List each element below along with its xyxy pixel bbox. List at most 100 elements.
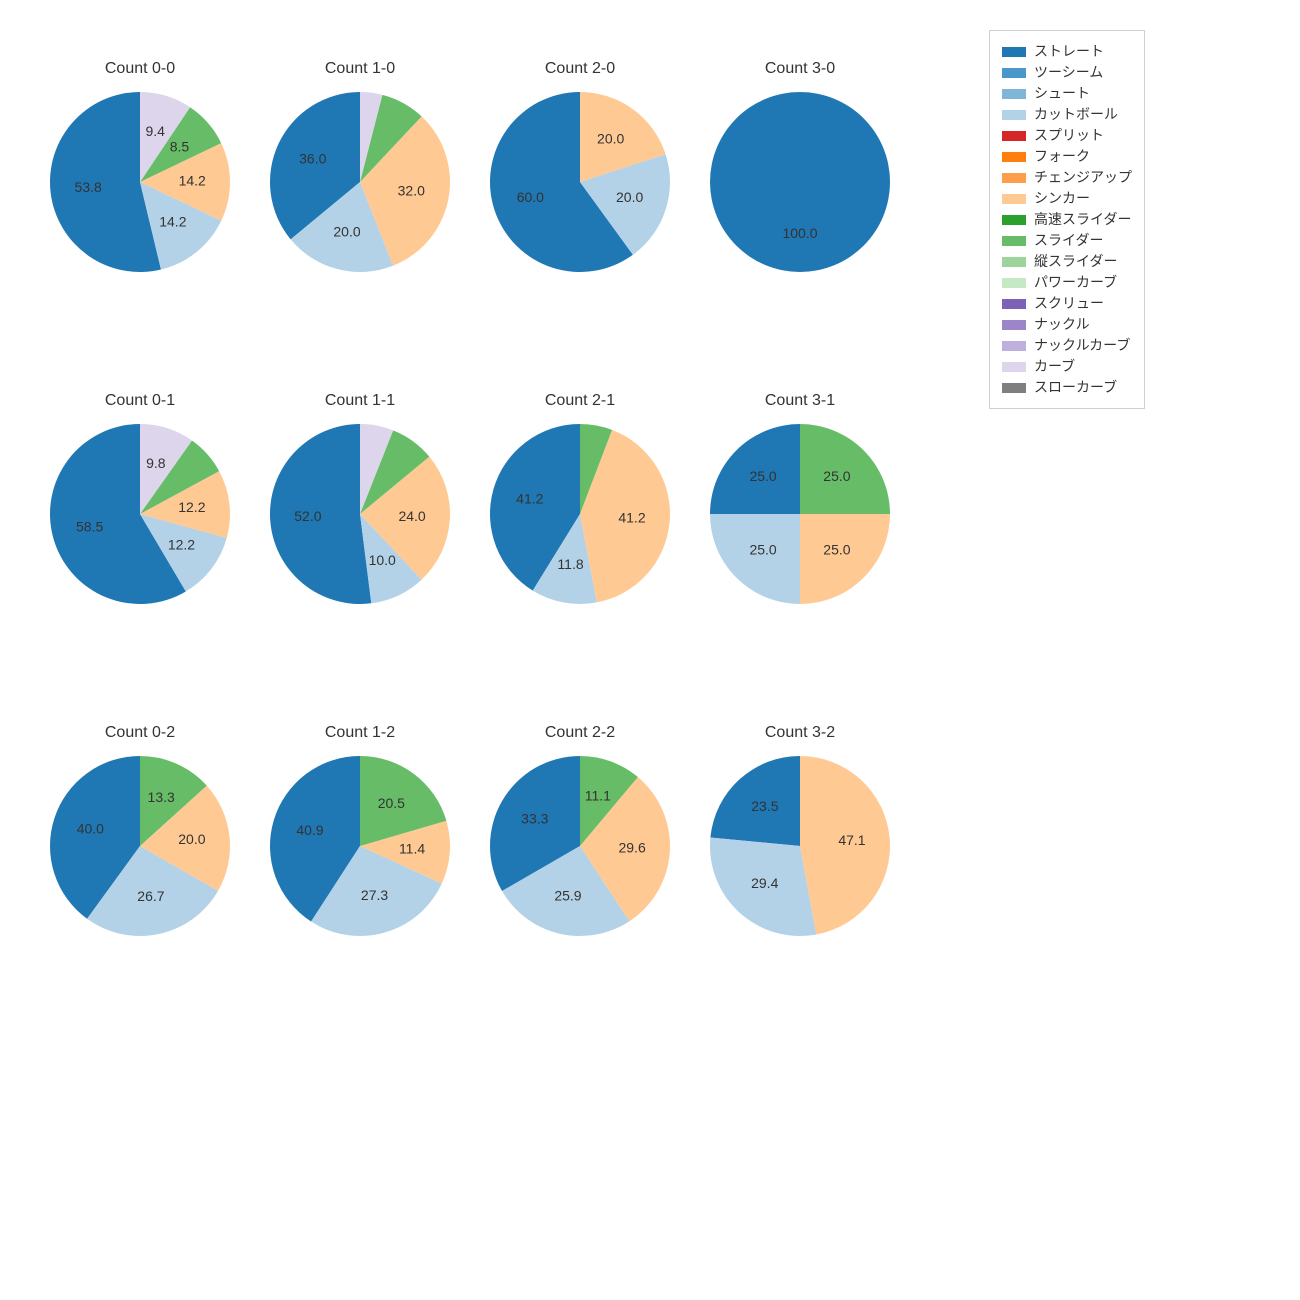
- legend-label: シュート: [1034, 83, 1090, 104]
- slice-label: 26.7: [137, 888, 164, 904]
- chart-title: Count 2-1: [545, 392, 615, 410]
- legend-swatch: [1002, 299, 1026, 309]
- pie-cell: Count 1-240.927.311.420.5: [260, 724, 460, 936]
- slice-label: 23.5: [751, 798, 778, 814]
- slice-label: 25.0: [823, 468, 850, 484]
- slice-label: 11.1: [585, 788, 611, 804]
- legend-swatch: [1002, 68, 1026, 78]
- chart-title: Count 1-1: [325, 392, 395, 410]
- pie-chart: 40.0 26.7 20.0 13.3: [50, 756, 230, 936]
- legend-item: カーブ: [1002, 356, 1132, 377]
- slice-label: 20.0: [616, 189, 643, 205]
- legend-label: シンカー: [1034, 188, 1090, 209]
- legend-label: カーブ: [1034, 356, 1075, 377]
- slice-label: 8.5: [170, 139, 190, 155]
- slice-label: 100.0: [782, 225, 817, 241]
- legend: ストレートツーシームシュートカットボールスプリットフォークチェンジアップシンカー…: [989, 30, 1145, 409]
- slice-label: 33.3: [521, 811, 548, 827]
- slice-label: 10.0: [369, 552, 396, 568]
- legend-label: 縦スライダー: [1034, 251, 1117, 272]
- slice-label: 20.0: [178, 831, 205, 847]
- legend-item: スローカーブ: [1002, 377, 1132, 398]
- slice-label: 20.5: [378, 795, 405, 811]
- slice-label: 12.2: [168, 536, 195, 552]
- pie-cell: Count 1-036.020.032.0: [260, 60, 460, 272]
- legend-swatch: [1002, 110, 1026, 120]
- legend-label: スライダー: [1034, 230, 1103, 251]
- legend-label: ツーシーム: [1034, 62, 1103, 83]
- legend-item: シンカー: [1002, 188, 1132, 209]
- slice-label: 12.2: [178, 499, 205, 515]
- legend-label: ナックル: [1034, 314, 1090, 335]
- pie-chart: 25.025.025.025.0: [710, 424, 890, 604]
- legend-swatch: [1002, 89, 1026, 99]
- pie-grid: Count 0-053.814.214.28.59.4Count 1-036.0…: [40, 60, 900, 936]
- pie-cell: Count 1-152.010.024.0: [260, 392, 460, 604]
- chart-title: Count 0-0: [105, 60, 175, 78]
- legend-swatch: [1002, 383, 1026, 393]
- chart-title: Count 0-2: [105, 724, 175, 742]
- pie-cell: Count 2-233.325.929.611.1: [480, 724, 680, 936]
- legend-item: パワーカーブ: [1002, 272, 1132, 293]
- pie-cell: Count 3-1 25.025.025.025.0: [700, 392, 900, 604]
- legend-swatch: [1002, 341, 1026, 351]
- slice-label: 40.0: [77, 821, 104, 837]
- legend-swatch: [1002, 362, 1026, 372]
- legend-swatch: [1002, 47, 1026, 57]
- legend-item: ナックル: [1002, 314, 1132, 335]
- legend-label: カットボール: [1034, 104, 1118, 125]
- legend-swatch: [1002, 152, 1026, 162]
- slice-label: 25.9: [554, 887, 581, 903]
- pie-cell: Count 3-223.529.447.1: [700, 724, 900, 936]
- pie-chart: 33.3 25.9 29.6 11.1: [490, 756, 670, 936]
- legend-item: カットボール: [1002, 104, 1132, 125]
- pie-chart: 58.5 12.2 12.2 9.8: [50, 424, 230, 604]
- legend-swatch: [1002, 194, 1026, 204]
- slice-label: 41.2: [516, 490, 543, 506]
- legend-swatch: [1002, 215, 1026, 225]
- pie-cell: Count 0-1 58.5 12.2 12.2 9.8: [40, 392, 240, 604]
- legend-item: フォーク: [1002, 146, 1132, 167]
- pie-chart: 53.814.214.28.59.4: [50, 92, 230, 272]
- slice-label: 13.3: [148, 789, 175, 805]
- legend-swatch: [1002, 173, 1026, 183]
- legend-swatch: [1002, 257, 1026, 267]
- chart-title: Count 1-0: [325, 60, 395, 78]
- pie-cell: Count 0-053.814.214.28.59.4: [40, 60, 240, 272]
- slice-label: 9.8: [146, 455, 166, 471]
- slice-label: 58.5: [76, 518, 103, 534]
- pie-chart: 60.020.020.0: [490, 92, 670, 272]
- chart-title: Count 0-1: [105, 392, 175, 410]
- slice-label: 52.0: [294, 508, 321, 524]
- pie-chart: 41.211.841.2: [490, 424, 670, 604]
- pie-chart: 100.0: [710, 92, 890, 272]
- slice-label: 60.0: [517, 189, 544, 205]
- pie-slice: [710, 92, 890, 272]
- slice-label: 53.8: [75, 179, 102, 195]
- legend-label: チェンジアップ: [1034, 167, 1132, 188]
- legend-label: スローカーブ: [1034, 377, 1117, 398]
- legend-label: スプリット: [1034, 125, 1104, 146]
- legend-item: チェンジアップ: [1002, 167, 1132, 188]
- legend-label: ストレート: [1034, 41, 1104, 62]
- legend-item: ストレート: [1002, 41, 1132, 62]
- slice-label: 14.2: [159, 213, 186, 229]
- legend-swatch: [1002, 236, 1026, 246]
- slice-label: 11.8: [557, 556, 583, 572]
- legend-swatch: [1002, 131, 1026, 141]
- legend-item: シュート: [1002, 83, 1132, 104]
- chart-title: Count 2-0: [545, 60, 615, 78]
- slice-label: 47.1: [838, 832, 865, 848]
- chart-title: Count 3-1: [765, 392, 835, 410]
- pie-slice: [710, 514, 800, 604]
- chart-title: Count 3-0: [765, 60, 835, 78]
- chart-title: Count 1-2: [325, 724, 395, 742]
- legend-label: パワーカーブ: [1034, 272, 1117, 293]
- slice-label: 9.4: [145, 123, 165, 139]
- legend-item: 縦スライダー: [1002, 251, 1132, 272]
- legend-item: ツーシーム: [1002, 62, 1132, 83]
- legend-label: フォーク: [1034, 146, 1090, 167]
- slice-label: 27.3: [361, 887, 388, 903]
- slice-label: 29.6: [618, 840, 645, 856]
- legend-label: ナックルカーブ: [1034, 335, 1130, 356]
